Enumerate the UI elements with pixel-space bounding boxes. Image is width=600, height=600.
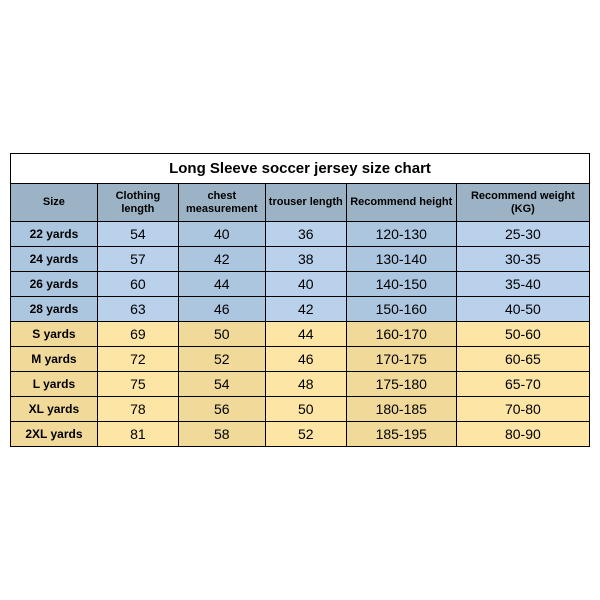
- table-row: XL yards785650180-18570-80: [11, 397, 590, 422]
- table-cell: 42: [178, 247, 265, 272]
- table-cell: 25-30: [456, 222, 589, 247]
- table-cell: 57: [97, 247, 178, 272]
- title-row: Long Sleeve soccer jersey size chart: [11, 153, 590, 183]
- table-cell: 22 yards: [11, 222, 98, 247]
- table-cell: 42: [265, 297, 346, 322]
- table-cell: 36: [265, 222, 346, 247]
- table-cell: 26 yards: [11, 272, 98, 297]
- col-weight: Recommend weight (KG): [456, 183, 589, 221]
- table-cell: 52: [265, 422, 346, 447]
- col-trouser: trouser length: [265, 183, 346, 221]
- table-cell: 72: [97, 347, 178, 372]
- table-cell: 140-150: [346, 272, 456, 297]
- table-cell: 175-180: [346, 372, 456, 397]
- table-row: 2XL yards815852185-19580-90: [11, 422, 590, 447]
- table-cell: 50: [178, 322, 265, 347]
- table-cell: 35-40: [456, 272, 589, 297]
- table-cell: 60-65: [456, 347, 589, 372]
- table-cell: 56: [178, 397, 265, 422]
- table-row: M yards725246170-17560-65: [11, 347, 590, 372]
- table-cell: 50: [265, 397, 346, 422]
- size-chart-table: Long Sleeve soccer jersey size chart Siz…: [10, 153, 590, 447]
- table-cell: 65-70: [456, 372, 589, 397]
- table-cell: 185-195: [346, 422, 456, 447]
- table-cell: 44: [178, 272, 265, 297]
- table-cell: 75: [97, 372, 178, 397]
- table-cell: M yards: [11, 347, 98, 372]
- table-cell: 70-80: [456, 397, 589, 422]
- table-cell: 58: [178, 422, 265, 447]
- table-cell: 40-50: [456, 297, 589, 322]
- table-cell: 60: [97, 272, 178, 297]
- table-cell: 50-60: [456, 322, 589, 347]
- table-row: 28 yards634642150-16040-50: [11, 297, 590, 322]
- table-cell: 48: [265, 372, 346, 397]
- table-cell: 69: [97, 322, 178, 347]
- table-cell: 2XL yards: [11, 422, 98, 447]
- table-cell: 130-140: [346, 247, 456, 272]
- table-cell: 120-130: [346, 222, 456, 247]
- table-cell: 38: [265, 247, 346, 272]
- table-body: 22 yards544036120-13025-3024 yards574238…: [11, 222, 590, 447]
- table-cell: 46: [265, 347, 346, 372]
- table-cell: 80-90: [456, 422, 589, 447]
- table-cell: 24 yards: [11, 247, 98, 272]
- table-row: 24 yards574238130-14030-35: [11, 247, 590, 272]
- table-row: 26 yards604440140-15035-40: [11, 272, 590, 297]
- chart-title: Long Sleeve soccer jersey size chart: [11, 153, 590, 183]
- table-cell: 81: [97, 422, 178, 447]
- table-cell: 40: [265, 272, 346, 297]
- header-row: Size Clothing length chest measurement t…: [11, 183, 590, 221]
- table-cell: 54: [178, 372, 265, 397]
- col-chest: chest measurement: [178, 183, 265, 221]
- table-row: S yards695044160-17050-60: [11, 322, 590, 347]
- table-cell: 46: [178, 297, 265, 322]
- table-cell: 63: [97, 297, 178, 322]
- table-cell: 180-185: [346, 397, 456, 422]
- col-height: Recommend height: [346, 183, 456, 221]
- table-cell: 170-175: [346, 347, 456, 372]
- table-row: 22 yards544036120-13025-30: [11, 222, 590, 247]
- col-clothing-length: Clothing length: [97, 183, 178, 221]
- table-cell: 160-170: [346, 322, 456, 347]
- table-cell: L yards: [11, 372, 98, 397]
- table-cell: 52: [178, 347, 265, 372]
- table-cell: 30-35: [456, 247, 589, 272]
- table-cell: S yards: [11, 322, 98, 347]
- col-size: Size: [11, 183, 98, 221]
- table-cell: 44: [265, 322, 346, 347]
- table-cell: 78: [97, 397, 178, 422]
- table-cell: 54: [97, 222, 178, 247]
- table-cell: 40: [178, 222, 265, 247]
- table-cell: 28 yards: [11, 297, 98, 322]
- size-chart-container: Long Sleeve soccer jersey size chart Siz…: [10, 153, 590, 447]
- table-cell: XL yards: [11, 397, 98, 422]
- table-cell: 150-160: [346, 297, 456, 322]
- table-row: L yards755448175-18065-70: [11, 372, 590, 397]
